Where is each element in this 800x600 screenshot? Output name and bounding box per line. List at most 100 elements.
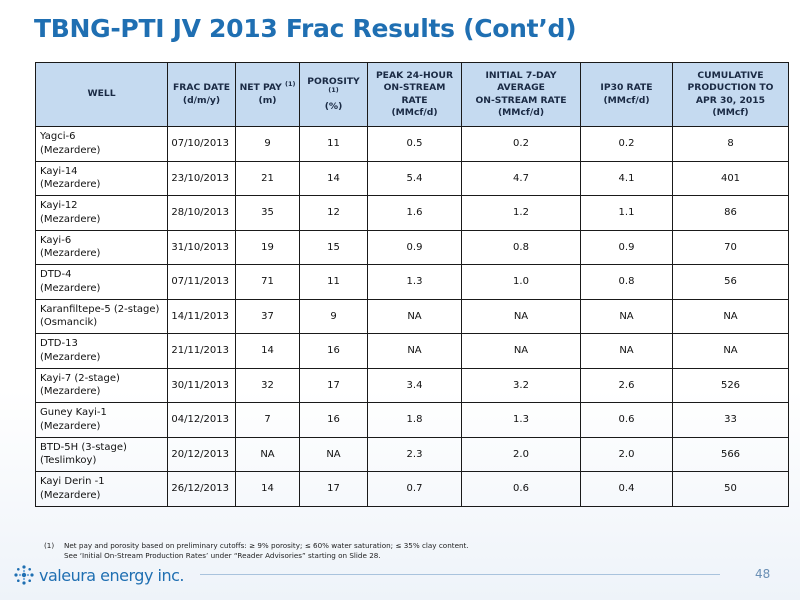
- well-formation: (Mezardere): [40, 213, 101, 225]
- well-cell: Kayi Derin -1 (Mezardere): [35, 471, 168, 507]
- well-cell: Guney Kayi-1 (Mezardere): [35, 402, 168, 438]
- peak-24h-cell: 0.9: [367, 229, 462, 265]
- frac-results-table: WELL FRAC DATE (d/m/y) NET PAY (1) (m) POROSI…: [35, 62, 789, 507]
- porosity-cell: 11: [299, 264, 368, 300]
- ip30-cell: NA: [580, 333, 673, 369]
- porosity-cell: 15: [299, 229, 368, 265]
- frac-date-cell: 07/10/2013: [167, 126, 236, 162]
- column-header: WELL: [35, 62, 168, 127]
- well-name: Karanfiltepe-5 (2-stage): [40, 303, 160, 315]
- frac-date-cell: 21/11/2013: [167, 333, 236, 369]
- table-row: Kayi Derin -1 (Mezardere) 26/12/2013 14 17 0.…: [35, 471, 789, 507]
- cumulative-cell: 33: [672, 402, 789, 438]
- table-row: BTD-5H (3-stage) (Teslimkoy) 20/12/2013 NA N…: [35, 436, 789, 472]
- table-row: DTD-13 (Mezardere) 21/11/2013 14 16 NA NA NA NA: [35, 333, 789, 369]
- column-header: NET PAY (1) (m): [235, 62, 300, 127]
- footnote: (1) Net pay and porosity based on prelimi…: [44, 541, 469, 562]
- peak-24h-cell: 2.3: [367, 436, 462, 472]
- net-pay-cell: 37: [235, 298, 300, 334]
- well-formation: (Mezardere): [40, 351, 101, 363]
- column-header: PEAK 24-HOUR ON-STREAM RATE (MMcf/d): [367, 62, 462, 127]
- well-name: Yagci-6: [40, 131, 76, 143]
- column-header-line: AVERAGE: [497, 82, 545, 94]
- ip30-cell: 0.9: [580, 229, 673, 265]
- column-header: POROSITY (1) (%): [299, 62, 368, 127]
- column-header-line: ON-STREAM RATE: [383, 82, 446, 106]
- net-pay-cell: 35: [235, 195, 300, 231]
- ip30-cell: 0.4: [580, 471, 673, 507]
- peak-24h-cell: 0.5: [367, 126, 462, 162]
- column-header-line: PRODUCTION TO: [687, 82, 774, 94]
- cumulative-cell: 86: [672, 195, 789, 231]
- well-formation: (Teslimkoy): [40, 455, 97, 467]
- ip30-cell: 0.2: [580, 126, 673, 162]
- ip30-cell: 0.6: [580, 402, 673, 438]
- cumulative-cell: 50: [672, 471, 789, 507]
- ip30-cell: 4.1: [580, 160, 673, 196]
- initial-7day-cell: 0.6: [461, 471, 581, 507]
- peak-24h-cell: 5.4: [367, 160, 462, 196]
- well-formation: (Mezardere): [40, 248, 101, 260]
- well-name: Kayi-12: [40, 200, 78, 212]
- well-cell: Kayi-14 (Mezardere): [35, 160, 168, 196]
- cumulative-cell: NA: [672, 298, 789, 334]
- net-pay-cell: 19: [235, 229, 300, 265]
- column-header: IP30 RATE (MMcf/d): [580, 62, 673, 127]
- cumulative-cell: 526: [672, 367, 789, 403]
- table-row: DTD-4 (Mezardere) 07/11/2013 71 11 1.3 1.0 0.8 5…: [35, 264, 789, 300]
- peak-24h-cell: NA: [367, 298, 462, 334]
- well-cell: BTD-5H (3-stage) (Teslimkoy): [35, 436, 168, 472]
- frac-date-cell: 04/12/2013: [167, 402, 236, 438]
- column-header-line: (%): [324, 100, 343, 112]
- frac-date-cell: 31/10/2013: [167, 229, 236, 265]
- initial-7day-cell: NA: [461, 333, 581, 369]
- footer-divider: [200, 574, 720, 575]
- frac-date-cell: 14/11/2013: [167, 298, 236, 334]
- initial-7day-cell: 0.2: [461, 126, 581, 162]
- frac-date-cell: 23/10/2013: [167, 160, 236, 196]
- initial-7day-cell: 0.8: [461, 229, 581, 265]
- column-header-line: CUMULATIVE: [697, 69, 764, 81]
- peak-24h-cell: 1.8: [367, 402, 462, 438]
- well-formation: (Mezardere): [40, 144, 101, 156]
- peak-24h-cell: 0.7: [367, 471, 462, 507]
- table-row: Guney Kayi-1 (Mezardere) 04/12/2013 7 16 1.8 1…: [35, 402, 789, 438]
- column-header-line: APR 30, 2015: [695, 94, 766, 106]
- column-header: FRAC DATE (d/m/y): [167, 62, 236, 127]
- well-cell: Yagci-6 (Mezardere): [35, 126, 168, 162]
- frac-date-cell: 28/10/2013: [167, 195, 236, 231]
- table-row: Karanfiltepe-5 (2-stage) (Osmancik) 14/11/…: [35, 298, 789, 334]
- cumulative-cell: 401: [672, 160, 789, 196]
- frac-date-cell: 26/12/2013: [167, 471, 236, 507]
- ip30-cell: NA: [580, 298, 673, 334]
- table-row: Kayi-6 (Mezardere) 31/10/2013 19 15 0.9 0.8 0.9…: [35, 229, 789, 265]
- column-header-line: (MMcf/d): [391, 106, 438, 118]
- net-pay-cell: 14: [235, 333, 300, 369]
- cumulative-cell: 8: [672, 126, 789, 162]
- well-cell: DTD-13 (Mezardere): [35, 333, 168, 369]
- well-formation: (Mezardere): [40, 282, 101, 294]
- peak-24h-cell: NA: [367, 333, 462, 369]
- column-header-line: WELL: [87, 88, 116, 100]
- footnote-marker: (1): [284, 80, 296, 89]
- slide-title: TBNG-PTI JV 2013 Frac Results (Cont’d): [34, 14, 577, 43]
- company-logo-text: valeura energy inc.: [39, 565, 184, 585]
- well-cell: DTD-4 (Mezardere): [35, 264, 168, 300]
- porosity-cell: 17: [299, 367, 368, 403]
- column-header: CUMULATIVE PRODUCTION TO APR 30, 2015 (MMcf…: [672, 62, 789, 127]
- well-cell: Kayi-12 (Mezardere): [35, 195, 168, 231]
- porosity-cell: 16: [299, 402, 368, 438]
- table-row: Kayi-12 (Mezardere) 28/10/2013 35 12 1.6 1.2 1.…: [35, 195, 789, 231]
- table-row: Yagci-6 (Mezardere) 07/10/2013 9 11 0.5 0.2 0.2…: [35, 126, 789, 162]
- ip30-cell: 2.0: [580, 436, 673, 472]
- column-header-line: (d/m/y): [182, 94, 221, 106]
- cumulative-cell: 70: [672, 229, 789, 265]
- table-row: Kayi-14 (Mezardere) 23/10/2013 21 14 5.4 4.7 4.…: [35, 160, 789, 196]
- net-pay-cell: 14: [235, 471, 300, 507]
- footnote-marker: (1): [328, 86, 339, 95]
- initial-7day-cell: 2.0: [461, 436, 581, 472]
- column-header-line: (MMcf): [712, 106, 749, 118]
- column-header-line: (MMcf/d): [603, 94, 650, 106]
- column-header-line: IP30 RATE: [600, 82, 653, 94]
- well-cell: Kayi-7 (2-stage) (Mezardere): [35, 367, 168, 403]
